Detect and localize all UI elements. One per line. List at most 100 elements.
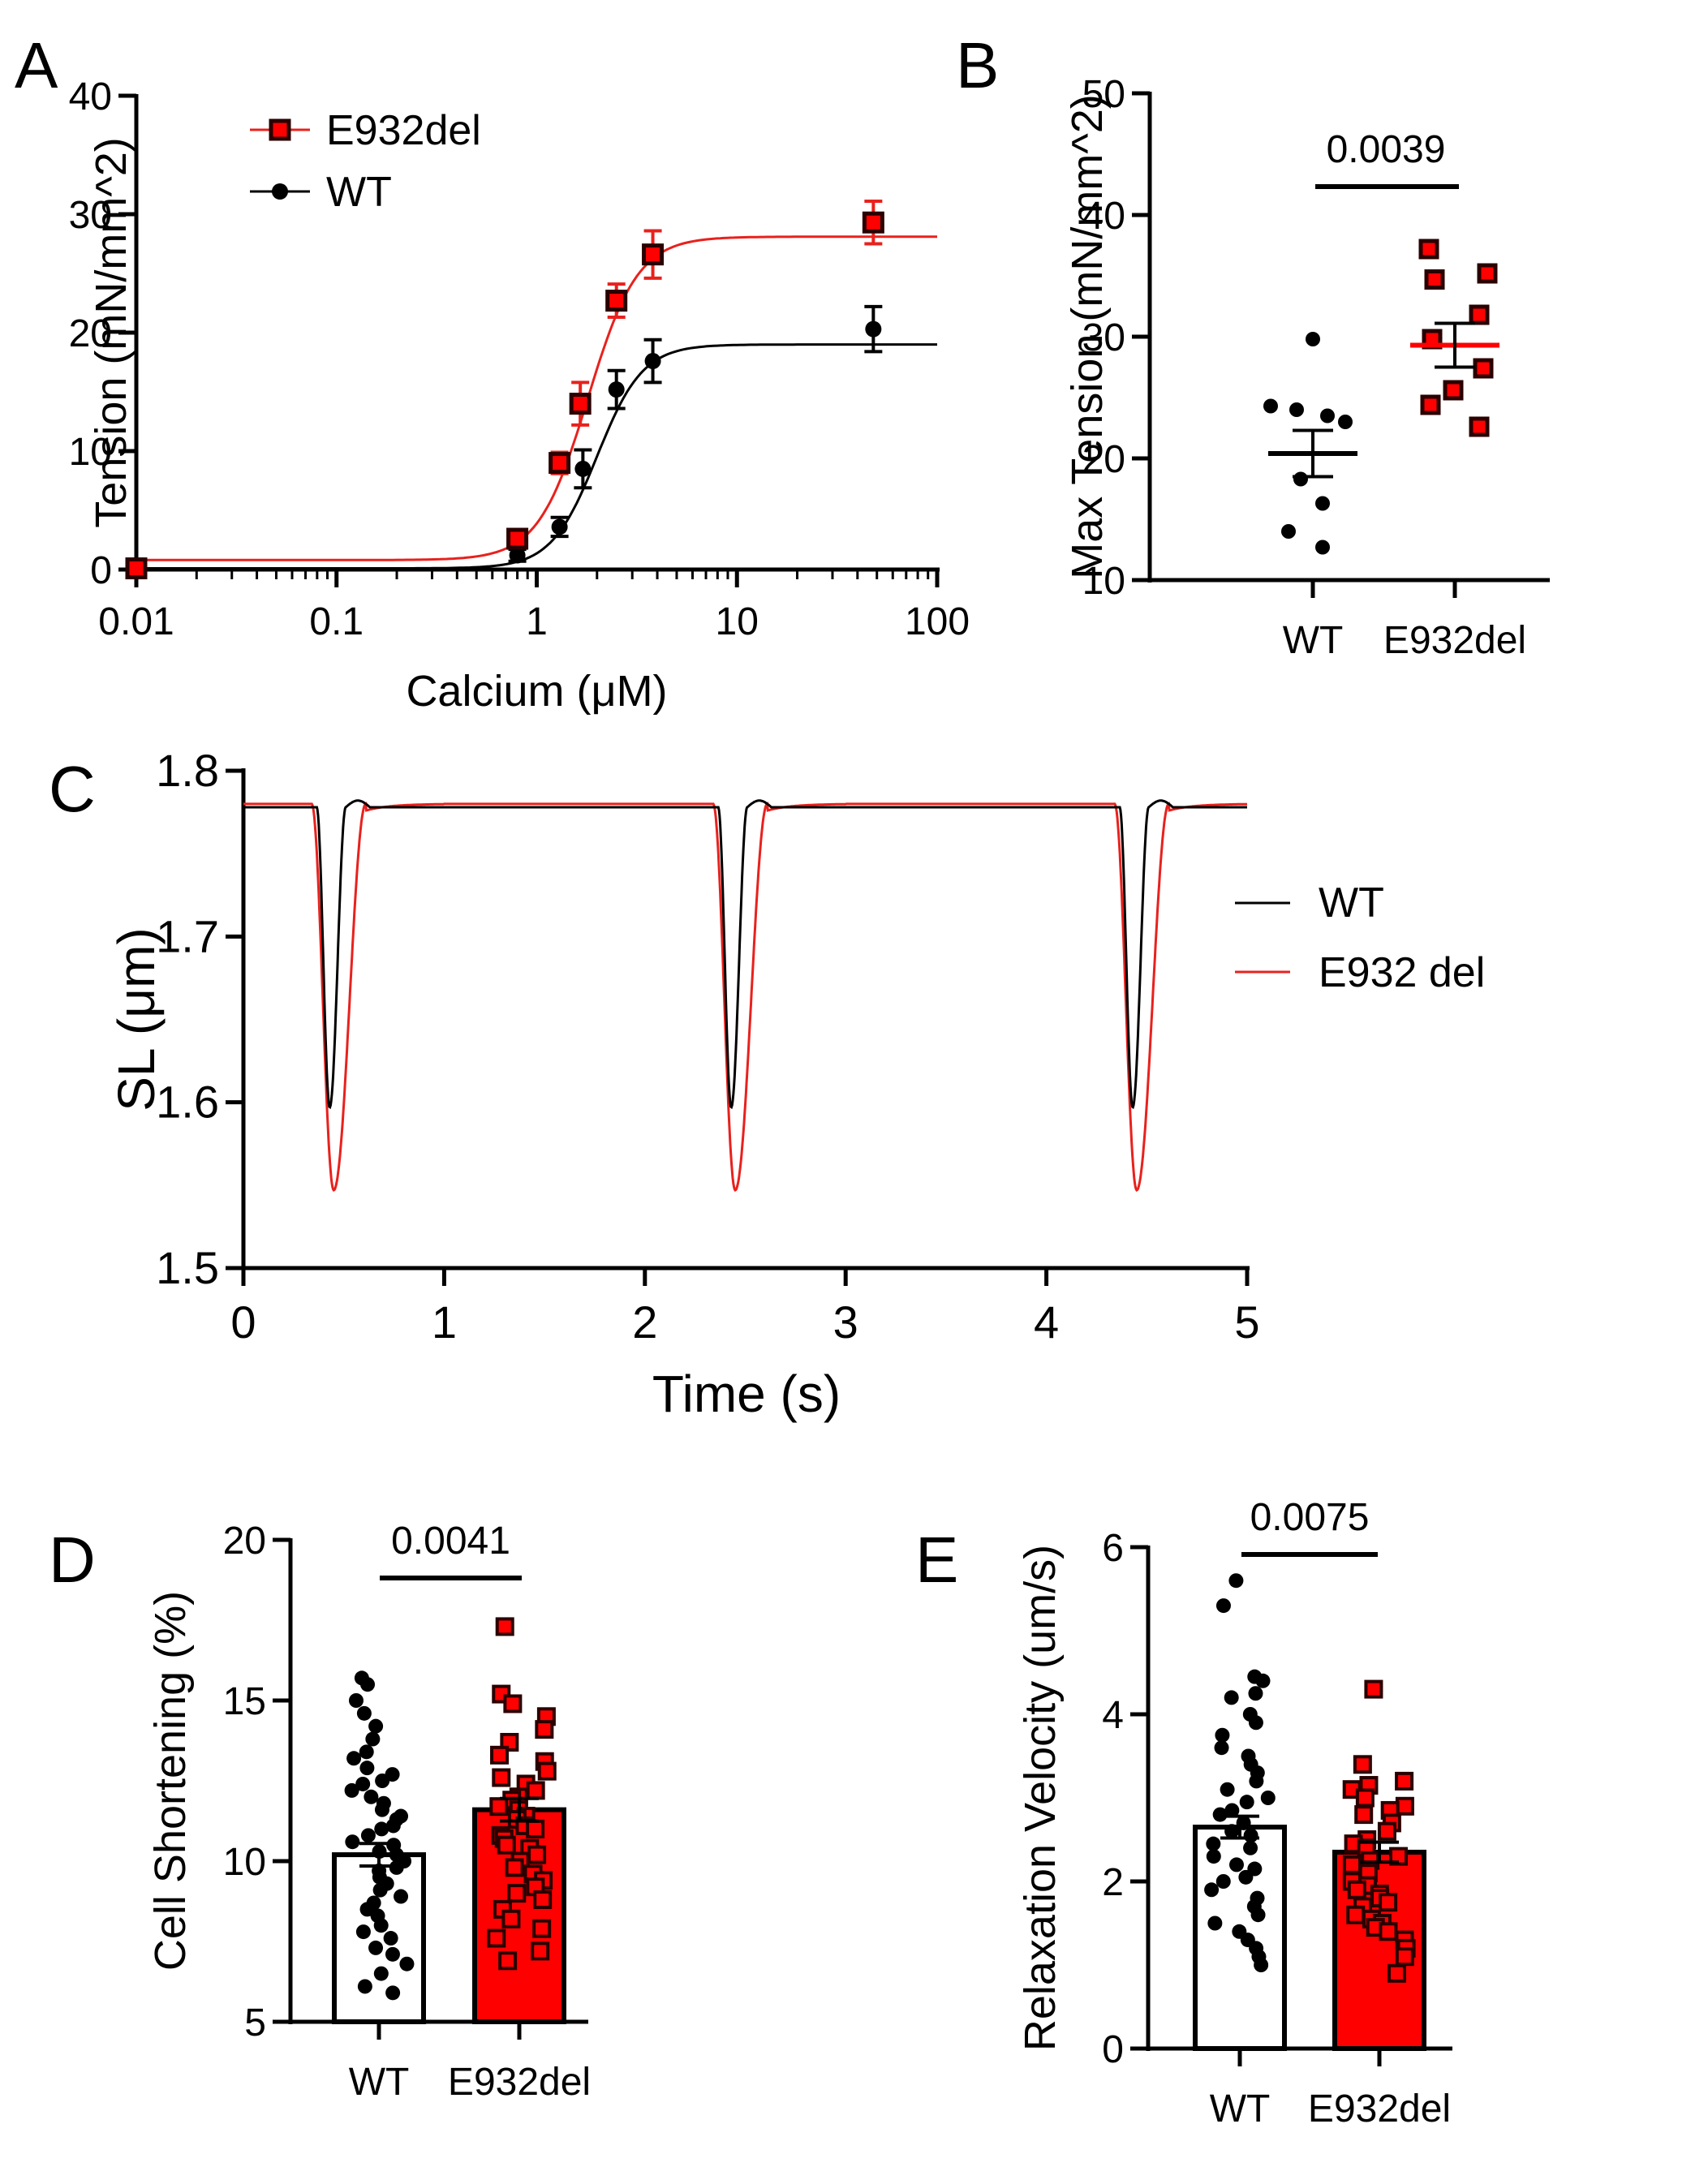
data-point-wt — [1215, 1727, 1230, 1743]
data-point-wt — [1214, 1740, 1229, 1756]
panel-b-category-wt: WT — [1283, 619, 1344, 662]
data-point-e932del — [507, 1884, 527, 1903]
data-point-e932del — [537, 1761, 557, 1781]
panel-d-y-tick-label: 5 — [244, 2001, 266, 2044]
data-point-wt — [1255, 1673, 1271, 1688]
data-point-e932del — [490, 1745, 510, 1765]
data-point-wt — [1338, 415, 1353, 429]
data-point-wt — [345, 1834, 360, 1850]
data-point-wt — [344, 1782, 359, 1798]
data-point-wt — [1306, 332, 1320, 346]
panel-letter-a: A — [15, 29, 58, 101]
data-point-e932del — [505, 1858, 524, 1877]
data-point-wt — [1224, 1803, 1240, 1818]
panel-e-y-axis-label: Relaxation Velocity (um/s) — [1016, 1545, 1065, 2051]
data-point-e932del — [569, 393, 592, 415]
data-point-e932del — [526, 1819, 545, 1838]
panel-b-p-value: 0.0039 — [1327, 128, 1446, 171]
data-point-e932del — [125, 557, 148, 580]
data-point-wt — [1320, 408, 1335, 424]
data-point-e932del — [549, 452, 571, 475]
data-point-e932del — [1379, 1893, 1398, 1912]
panel-c-legend: WT E932 del — [1235, 879, 1485, 996]
data-point-wt — [365, 1731, 381, 1747]
data-point-wt — [394, 1889, 409, 1904]
data-point-wt — [348, 1693, 364, 1708]
data-point-wt — [359, 1744, 374, 1760]
panel-b-axes: 10 20 30 40 50 — [1082, 73, 1550, 603]
panel-c-y-tick-label: 1.8 — [156, 745, 219, 796]
data-point-e932del — [1347, 1880, 1366, 1899]
panel-d-y-tick-label: 15 — [223, 1680, 266, 1723]
panel-c-axes: 1.5 1.6 1.7 1.8 0 1 2 3 4 5 — [156, 745, 1259, 1348]
panel-a-x-tick-label: 100 — [905, 600, 970, 643]
data-point-e932del — [532, 1919, 552, 1938]
panel-c-traces — [243, 799, 1247, 1193]
data-point-wt — [509, 547, 526, 564]
data-point-wt — [383, 1931, 398, 1946]
panel-d-category-wt: WT — [349, 2061, 410, 2104]
data-point-e932del — [1473, 358, 1494, 379]
data-point-wt — [644, 353, 661, 370]
panel-d-p-value: 0.0041 — [391, 1520, 510, 1563]
data-point-wt — [1260, 1791, 1276, 1805]
panel-a-axes: 0 10 20 30 40 0.01 0.1 1 10 100 — [69, 75, 970, 643]
data-point-wt — [360, 1677, 376, 1692]
panel-a-x-tick-label: 10 — [716, 600, 759, 643]
panel-b-y-tick-label: 20 — [1082, 438, 1125, 481]
data-point-wt — [608, 381, 625, 398]
panel-c-y-axis-label: SL (μm) — [107, 927, 166, 1111]
data-point-wt — [1263, 398, 1278, 414]
data-point-e932del — [605, 290, 628, 312]
panel-d-y-tick-label: 10 — [223, 1841, 266, 1884]
data-point-e932del — [526, 1781, 545, 1800]
data-point-e932del — [506, 527, 529, 550]
data-point-e932del — [1346, 1905, 1366, 1924]
panel-c-y-tick-label: 1.6 — [156, 1077, 219, 1128]
data-point-e932del — [1469, 416, 1490, 437]
panel-b-y-tick-label: 50 — [1082, 73, 1125, 116]
data-point-wt — [372, 1882, 388, 1898]
data-point-wt — [1248, 1715, 1263, 1731]
data-point-wt — [1249, 1774, 1264, 1789]
data-point-e932del — [501, 1909, 521, 1928]
panel-a-x-tick-label: 1 — [526, 600, 548, 643]
data-point-e932del — [1364, 1679, 1383, 1699]
panel-d-bars-and-points — [332, 1617, 566, 2025]
data-point-e932del — [862, 211, 884, 234]
panel-a-y-tick-label: 0 — [90, 549, 112, 592]
panel-d-y-axis-label: Cell Shortening (%) — [146, 1591, 195, 1971]
panel-d-category-e932del: E932del — [448, 2061, 591, 2104]
data-point-wt — [385, 1818, 401, 1834]
data-point-wt — [551, 518, 568, 535]
data-point-wt — [1238, 1869, 1254, 1885]
data-point-e932del — [1424, 269, 1445, 290]
data-point-wt — [1224, 1824, 1240, 1839]
data-point-wt — [374, 1802, 389, 1817]
data-point-wt — [1212, 1807, 1228, 1822]
data-point-wt — [355, 1776, 371, 1791]
data-point-wt — [356, 1705, 372, 1721]
panel-c-x-tick-label: 1 — [432, 1296, 457, 1348]
panel-c-y-tick-label: 1.5 — [156, 1242, 219, 1293]
data-point-wt — [1224, 1690, 1239, 1705]
data-point-wt — [385, 1946, 400, 1962]
data-point-wt — [1293, 471, 1308, 487]
data-point-wt — [1215, 1874, 1231, 1889]
panel-d-y-tick-label: 20 — [223, 1520, 266, 1563]
panel-a-y-tick-label: 20 — [69, 312, 112, 355]
panel-b-category-e932del: E932del — [1383, 619, 1526, 662]
panel-e-category-e932del: E932del — [1308, 2087, 1451, 2130]
data-point-e932del — [1418, 239, 1439, 260]
data-point-e932del — [498, 1951, 518, 1971]
panel-a-y-tick-label: 10 — [69, 431, 112, 474]
data-point-e932del — [495, 1617, 514, 1636]
panel-a-chart: 0 10 20 30 40 0.01 0.1 1 10 100 Calcium (μM) Tens… — [69, 75, 970, 716]
data-point-wt — [865, 320, 882, 338]
data-point-wt — [1243, 1828, 1258, 1843]
data-point-wt — [1250, 1907, 1266, 1923]
data-point-wt — [346, 1751, 362, 1766]
panel-a-legend: E932del WT — [250, 107, 481, 216]
data-point-wt — [1281, 524, 1296, 539]
